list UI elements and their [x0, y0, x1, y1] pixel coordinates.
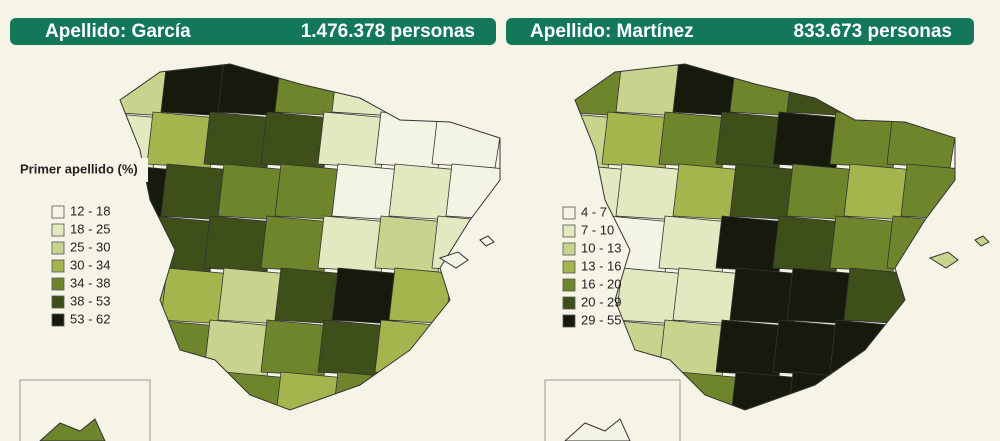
- outline: [119, 63, 501, 411]
- province: [445, 163, 500, 221]
- header-bar: [10, 18, 496, 45]
- legend-swatch: [562, 242, 576, 256]
- islands: [928, 235, 990, 269]
- legend-label: 16 - 20: [581, 276, 621, 291]
- legend-label: 10 - 13: [581, 240, 621, 255]
- province: [445, 371, 500, 410]
- legend-swatch: [51, 313, 65, 327]
- legend-swatch: [562, 224, 576, 238]
- legend-label: 30 - 34: [70, 257, 110, 272]
- legend-swatch: [51, 295, 65, 309]
- legend-label: 25 - 30: [70, 239, 110, 254]
- legend-swatch: [51, 259, 65, 273]
- outline: [574, 63, 956, 411]
- islands: [438, 235, 495, 269]
- province: [900, 371, 955, 410]
- legend-bg: [18, 158, 148, 182]
- legend-swatch: [51, 223, 65, 237]
- legend-swatch: [562, 314, 576, 328]
- province: [160, 371, 233, 410]
- legend-label: 12 - 18: [70, 203, 110, 218]
- legend-label: 53 - 62: [70, 311, 110, 326]
- province: [900, 163, 955, 221]
- canary-inset: [19, 379, 151, 441]
- province: [843, 64, 916, 117]
- province: [274, 371, 347, 410]
- legend-label: 7 - 10: [581, 222, 614, 237]
- legend-swatch: [562, 206, 576, 220]
- legend-swatch: [51, 277, 65, 291]
- province: [786, 371, 859, 410]
- province: [445, 267, 500, 325]
- map-garcia: [120, 64, 500, 410]
- province: [900, 64, 955, 117]
- province: [575, 319, 617, 377]
- province: [388, 64, 461, 117]
- header-count: 1.476.378 personas: [301, 21, 475, 42]
- legend-label: 4 - 7: [581, 204, 607, 219]
- province: [886, 319, 955, 377]
- legend-label: 29 - 55: [581, 312, 621, 327]
- legend-swatch: [51, 241, 65, 255]
- header-count: 833.673 personas: [794, 21, 952, 42]
- legend-swatch: [51, 205, 65, 219]
- legend-swatch: [562, 278, 576, 292]
- legend-label: 18 - 25: [70, 221, 110, 236]
- province: [431, 111, 500, 169]
- header-title: Apellido: García: [45, 21, 191, 42]
- province: [729, 371, 802, 410]
- province: [445, 64, 500, 117]
- province: [843, 267, 916, 325]
- province: [331, 64, 404, 117]
- province: [786, 64, 859, 117]
- legend-label: 20 - 29: [581, 294, 621, 309]
- province: [331, 371, 404, 410]
- canary-islands: [39, 418, 106, 441]
- legend-label: 38 - 53: [70, 293, 110, 308]
- legend-title: Primer apellido (%): [20, 161, 138, 176]
- province: [886, 111, 955, 169]
- canary-inset: [544, 379, 681, 441]
- province: [843, 371, 916, 410]
- legend-label: 34 - 38: [70, 275, 110, 290]
- header-bar: [506, 18, 974, 45]
- legend-label: 13 - 16: [581, 258, 621, 273]
- legend-swatch: [562, 260, 576, 274]
- legend-swatch: [562, 296, 576, 310]
- province: [431, 319, 500, 377]
- province: [388, 371, 461, 410]
- header-title: Apellido: Martínez: [530, 21, 694, 42]
- province: [120, 319, 162, 377]
- province: [388, 267, 461, 325]
- canary-islands: [564, 418, 631, 441]
- province: [900, 267, 955, 325]
